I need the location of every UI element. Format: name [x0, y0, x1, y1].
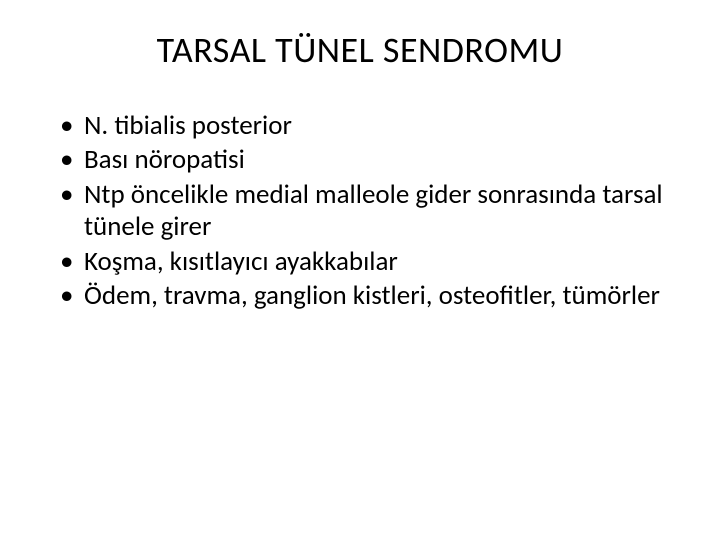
bullet-item: Ntp öncelikle medial malleole gider sonr… — [60, 179, 680, 244]
slide-container: TARSAL TÜNEL SENDROMU N. tibialis poster… — [0, 0, 720, 540]
bullet-item: Bası nöropatisi — [60, 144, 680, 176]
bullet-item: Ödem, travma, ganglion kistleri, osteofi… — [60, 280, 680, 312]
slide-title: TARSAL TÜNEL SENDROMU — [40, 28, 680, 72]
bullet-item: Koşma, kısıtlayıcı ayakkabılar — [60, 246, 680, 278]
bullet-list: N. tibialis posterior Bası nöropatisi Nt… — [40, 110, 680, 312]
bullet-item: N. tibialis posterior — [60, 110, 680, 142]
